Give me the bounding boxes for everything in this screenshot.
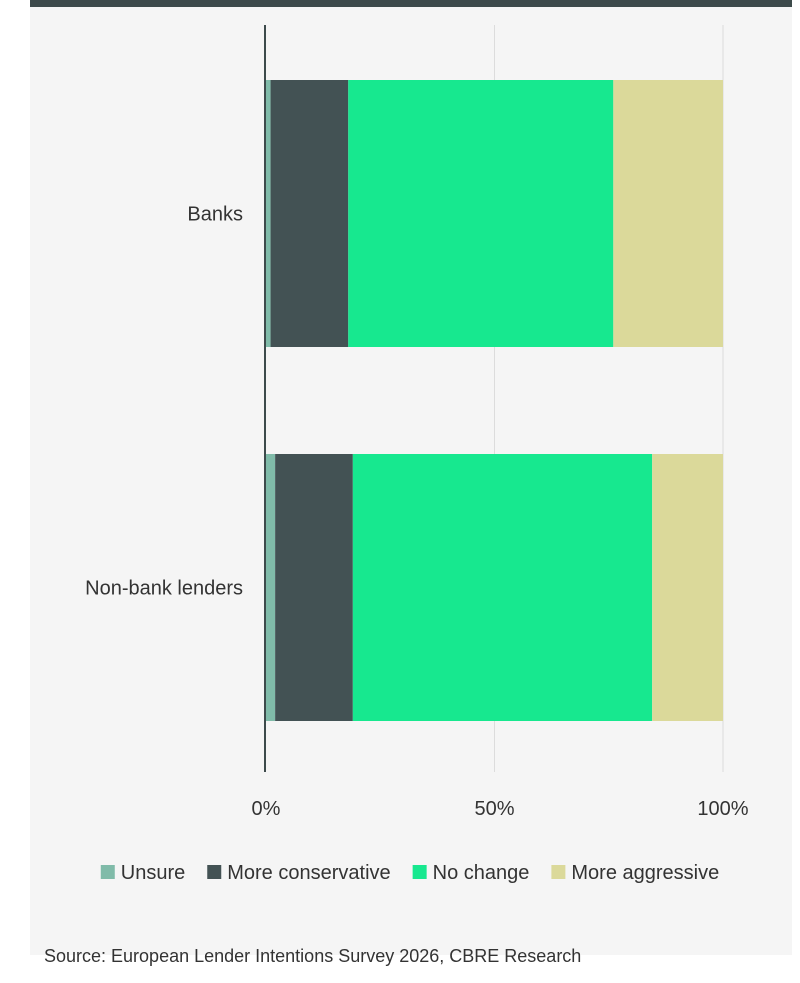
bar-segment <box>266 80 271 347</box>
legend-swatch <box>412 865 427 879</box>
category-label: Banks <box>187 204 243 226</box>
x-tick-label: 100% <box>697 798 748 820</box>
bar-segment <box>270 80 349 347</box>
bar-segment <box>352 454 653 721</box>
bar-segment <box>275 454 353 721</box>
legend-label: No change <box>433 862 530 884</box>
legend-swatch <box>551 865 566 879</box>
source-note: Source: European Lender Intentions Surve… <box>44 946 582 966</box>
legend-swatch <box>207 865 222 879</box>
category-label: Non-bank lenders <box>85 578 243 600</box>
legend-label: More conservative <box>227 862 390 884</box>
legend-swatch <box>100 865 115 879</box>
x-tick-label: 50% <box>474 798 514 820</box>
bar-segment <box>348 80 614 347</box>
legend-label: More aggressive <box>571 862 719 884</box>
bar-segment <box>652 454 723 721</box>
legend-label: Unsure <box>121 862 185 884</box>
x-tick-label: 0% <box>252 798 281 820</box>
bar-segment <box>266 454 276 721</box>
top-rule <box>30 0 792 7</box>
bar-segment <box>613 80 723 347</box>
